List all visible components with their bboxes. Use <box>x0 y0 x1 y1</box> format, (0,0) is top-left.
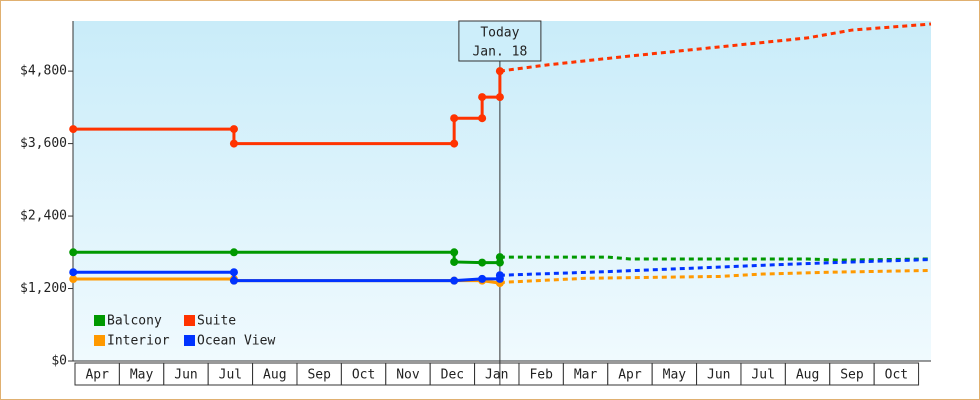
forecast-line <box>499 22 932 73</box>
x-tick-label: Jul <box>219 368 242 383</box>
price-point <box>495 93 504 102</box>
plot-area <box>73 21 931 361</box>
legend-swatch <box>94 315 105 326</box>
price-point <box>450 248 459 257</box>
x-tick-label: Oct <box>352 368 375 383</box>
price-point <box>450 114 459 123</box>
legend-label: Balcony <box>107 314 162 329</box>
legend-label: Interior <box>107 334 170 349</box>
x-tick-label: Mar <box>574 368 598 383</box>
x-tick-label: Aug <box>263 368 286 383</box>
price-point <box>69 268 78 277</box>
legend-swatch <box>184 335 195 346</box>
forecast-line <box>499 268 932 284</box>
x-tick-label: Apr <box>85 368 109 383</box>
x-cell <box>873 362 920 386</box>
x-tick-label: Sep <box>840 368 864 383</box>
legend-label: Suite <box>197 314 236 329</box>
price-point <box>450 139 459 148</box>
price-point <box>229 139 238 148</box>
price-point <box>450 276 459 285</box>
x-tick-label: Nov <box>396 368 420 383</box>
price-point <box>495 253 504 262</box>
legend-swatch <box>184 315 195 326</box>
y-tick-label: $4,800 <box>20 64 67 79</box>
today-label: Today <box>480 26 519 41</box>
price-point <box>478 274 487 283</box>
price-point <box>229 268 238 277</box>
price-point <box>69 125 78 134</box>
price-point <box>495 67 504 76</box>
x-tick-label: May <box>663 368 687 383</box>
x-tick-label: Oct <box>885 368 908 383</box>
price-point <box>495 271 504 280</box>
price-point <box>478 93 487 102</box>
legend-swatch <box>94 335 105 346</box>
price-point <box>229 248 238 257</box>
price-point <box>450 257 459 266</box>
x-tick-label: May <box>130 368 154 383</box>
price-point <box>229 125 238 134</box>
x-tick-label: Feb <box>529 368 553 383</box>
price-point <box>229 276 238 285</box>
price-point <box>69 275 78 284</box>
today-date: Jan. 18 <box>472 45 527 60</box>
x-tick-label: Sep <box>307 368 331 383</box>
x-tick-label: Aug <box>796 368 819 383</box>
legend-label: Ocean View <box>197 334 275 349</box>
x-tick-label: Jan <box>485 368 508 383</box>
price-point <box>478 114 487 123</box>
y-tick-label: $0 <box>51 354 67 369</box>
forecast-line <box>499 255 932 262</box>
x-tick-label: Jun <box>174 368 197 383</box>
today-box <box>458 20 542 62</box>
x-tick-label: Jul <box>751 368 774 383</box>
y-tick-label: $2,400 <box>20 209 67 224</box>
x-tick-label: Jun <box>707 368 730 383</box>
y-tick-label: $1,200 <box>20 281 67 296</box>
x-tick-label: Apr <box>618 368 642 383</box>
price-point <box>478 258 487 267</box>
x-tick-label: Dec <box>441 368 464 383</box>
price-point <box>69 248 78 257</box>
y-tick-label: $3,600 <box>20 136 67 151</box>
